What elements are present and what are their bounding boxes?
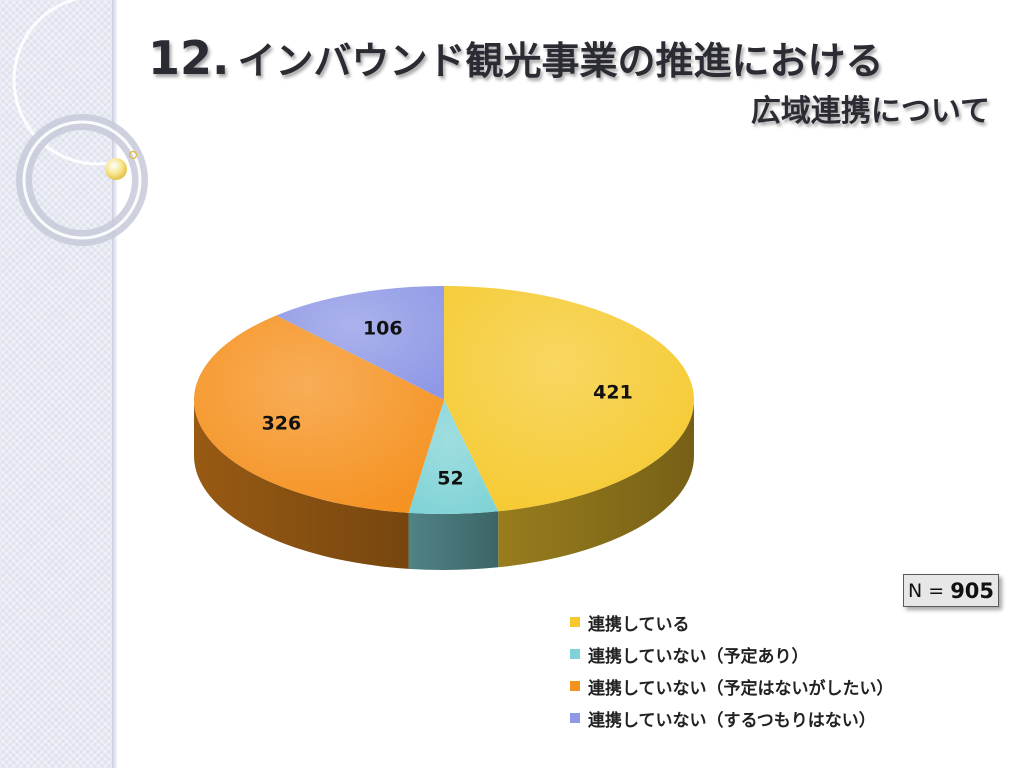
pie-tops	[194, 286, 694, 514]
pie-slice-side-2	[194, 400, 409, 569]
pie-sides	[194, 400, 694, 570]
pie-slice-side-1	[408, 511, 499, 570]
sample-size-prefix: N =	[907, 579, 945, 602]
side-panel-shadow	[112, 0, 118, 768]
legend-swatch-0	[570, 617, 580, 627]
slide-title-line1: 12. インバウンド観光事業の推進における	[148, 30, 884, 85]
legend-label-0: 連携している	[588, 614, 690, 635]
deco-ring-small-highlight	[22, 120, 142, 240]
legend-label-1: 連携していない（予定あり）	[588, 646, 809, 667]
legend-label-2: 連携していない（予定はないがしたい）	[588, 678, 894, 699]
pie-value-label-0: 421	[593, 382, 633, 404]
pie-slice-3	[276, 286, 444, 400]
pie-slice-1	[408, 400, 499, 514]
legend-swatch-1	[570, 649, 580, 659]
deco-ring-large	[12, 0, 184, 166]
legend-item-1: 連携していない（予定あり）	[570, 638, 894, 670]
decorative-circles	[12, 0, 184, 246]
legend-swatch-3	[570, 713, 580, 723]
pie-slice-2	[194, 315, 444, 513]
pie-labels: 421 52 326 106	[262, 318, 633, 490]
pie-value-label-1: 52	[437, 468, 463, 490]
slide-title-line2: 広域連携について	[750, 94, 990, 129]
slide-title-text: インバウンド観光事業の推進における	[237, 39, 884, 83]
deco-dot-yellow	[105, 158, 127, 180]
slide-title-number: 12.	[148, 31, 230, 85]
deco-dot-small	[128, 150, 138, 160]
sample-size-box: N = 905	[903, 574, 999, 607]
pie-value-label-3: 106	[363, 318, 403, 340]
pie-slice-0	[444, 286, 694, 512]
legend-item-3: 連携していない（するつもりはない）	[570, 702, 894, 734]
pie-slice-side-0	[498, 400, 694, 568]
legend-item-0: 連携している	[570, 606, 894, 638]
legend-item-2: 連携していない（予定はないがしたい）	[570, 670, 894, 702]
legend-swatch-2	[570, 681, 580, 691]
sample-size-value: 905	[950, 578, 995, 603]
chart-legend: 連携している連携していない（予定あり） 連携していない（予定はないがしたい） 連携し…	[570, 606, 894, 734]
pie-value-label-2: 326	[262, 413, 302, 435]
legend-label-3: 連携していない（するつもりはない）	[588, 710, 876, 731]
